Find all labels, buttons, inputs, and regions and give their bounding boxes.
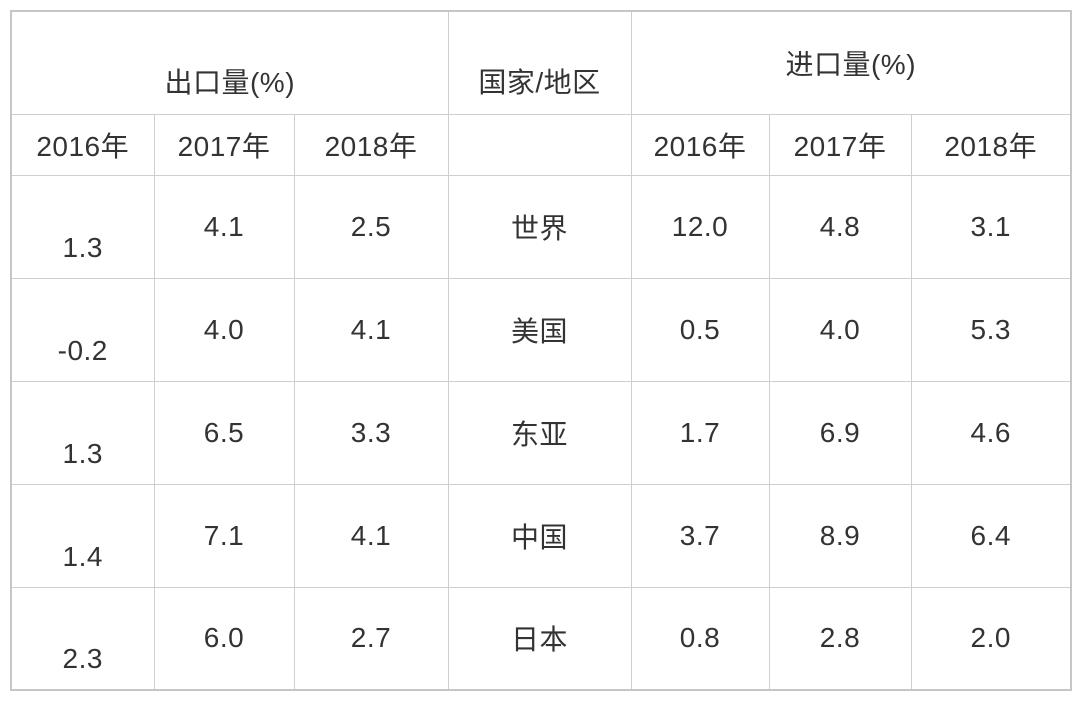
cell-value: -0.2 [57, 334, 108, 366]
table-row-china: 1.4 7.1 4.1 中国 3.7 8.9 6.4 [10, 483, 1072, 588]
import-2016-cell: 12.0 [630, 174, 770, 279]
export-2017-cell: 6.0 [153, 586, 295, 691]
cell-value: 1.4 [62, 540, 103, 572]
import-2018-cell: 3.1 [910, 174, 1072, 279]
export-2018-cell: 4.1 [293, 277, 449, 382]
import-2016-cell: 0.5 [630, 277, 770, 382]
export-group-header: 出口量(%) [10, 10, 449, 115]
cell-value: 1.3 [62, 437, 103, 469]
import-year-2017-header: 2017年 [768, 113, 912, 176]
export-2018-cell: 3.3 [293, 380, 449, 485]
trade-stats-table-container: 出口量(%) 国家/地区 进口量(%) 2016年 2017年 2018年 20… [10, 10, 1072, 691]
import-2017-cell: 2.8 [768, 586, 912, 691]
table-row-world: 1.3 4.1 2.5 世界 12.0 4.8 3.1 [10, 174, 1072, 279]
import-2018-cell: 4.6 [910, 380, 1072, 485]
table-row-east-asia: 1.3 6.5 3.3 东亚 1.7 6.9 4.6 [10, 380, 1072, 485]
import-group-header: 进口量(%) [630, 10, 1072, 115]
import-year-2016-header: 2016年 [630, 113, 770, 176]
country-cell: 世界 [447, 174, 632, 279]
export-2016-cell: 2.3 [10, 586, 155, 691]
country-region-header: 国家/地区 [447, 10, 632, 115]
export-2018-cell: 2.7 [293, 586, 449, 691]
header-year-row: 2016年 2017年 2018年 2016年 2017年 2018年 [10, 113, 1072, 176]
import-2017-cell: 6.9 [768, 380, 912, 485]
import-2016-cell: 0.8 [630, 586, 770, 691]
import-2017-cell: 8.9 [768, 483, 912, 588]
import-2017-cell: 4.0 [768, 277, 912, 382]
export-group-label: 出口量(%) [164, 66, 296, 98]
header-group-row: 出口量(%) 国家/地区 进口量(%) [10, 10, 1072, 115]
import-group-label: 进口量(%) [785, 48, 917, 80]
export-2017-cell: 4.1 [153, 174, 295, 279]
country-cell: 中国 [447, 483, 632, 588]
country-region-label: 国家/地区 [478, 66, 601, 98]
export-2017-cell: 6.5 [153, 380, 295, 485]
import-2016-cell: 1.7 [630, 380, 770, 485]
country-cell: 美国 [447, 277, 632, 382]
export-2018-cell: 4.1 [293, 483, 449, 588]
export-2016-cell: -0.2 [10, 277, 155, 382]
export-2017-cell: 7.1 [153, 483, 295, 588]
export-2016-cell: 1.3 [10, 174, 155, 279]
country-year-spacer-cell [447, 113, 632, 176]
export-2017-cell: 4.0 [153, 277, 295, 382]
import-2018-cell: 5.3 [910, 277, 1072, 382]
export-2016-cell: 1.3 [10, 380, 155, 485]
import-2016-cell: 3.7 [630, 483, 770, 588]
import-2018-cell: 6.4 [910, 483, 1072, 588]
trade-stats-table: 出口量(%) 国家/地区 进口量(%) 2016年 2017年 2018年 20… [10, 10, 1072, 691]
cell-value: 1.3 [62, 231, 103, 263]
import-year-2018-header: 2018年 [910, 113, 1072, 176]
export-year-2018-header: 2018年 [293, 113, 449, 176]
table-row-japan: 2.3 6.0 2.7 日本 0.8 2.8 2.0 [10, 586, 1072, 691]
country-cell: 东亚 [447, 380, 632, 485]
import-2017-cell: 4.8 [768, 174, 912, 279]
cell-value: 2.3 [62, 643, 103, 675]
export-year-2016-header: 2016年 [10, 113, 155, 176]
table-row-usa: -0.2 4.0 4.1 美国 0.5 4.0 5.3 [10, 277, 1072, 382]
country-cell: 日本 [447, 586, 632, 691]
import-2018-cell: 2.0 [910, 586, 1072, 691]
export-year-2017-header: 2017年 [153, 113, 295, 176]
export-2018-cell: 2.5 [293, 174, 449, 279]
export-2016-cell: 1.4 [10, 483, 155, 588]
